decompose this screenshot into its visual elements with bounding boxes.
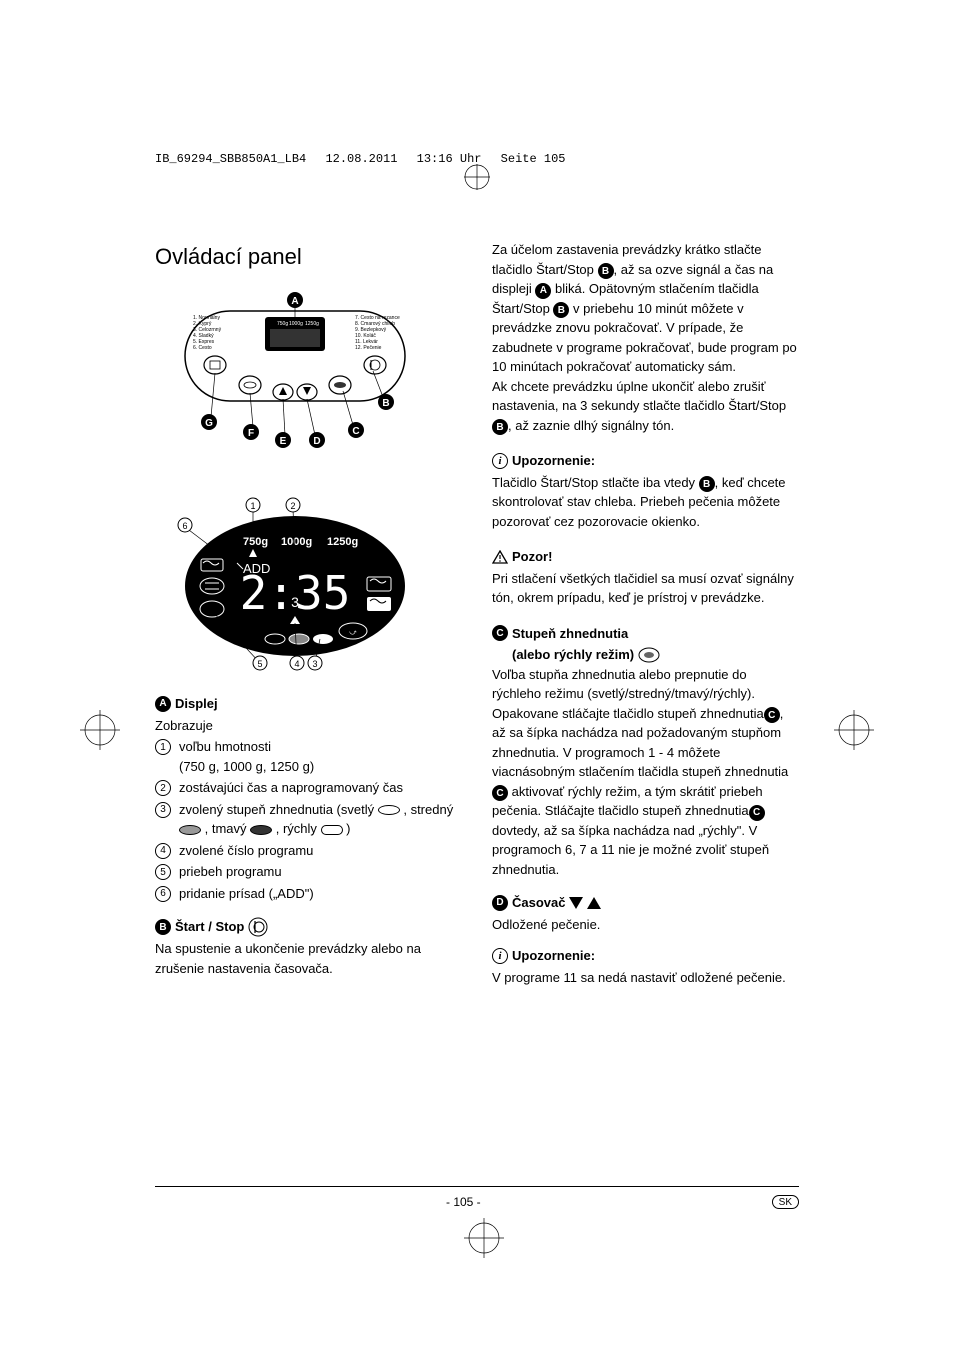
start-stop-icon xyxy=(248,917,268,937)
page-title: Ovládací panel xyxy=(155,240,462,273)
stupen-heading: C Stupeň zhnednutia xyxy=(492,624,799,644)
letter-b-inline-icon: B xyxy=(598,263,614,279)
displej-sub: Zobrazuje xyxy=(155,716,462,736)
num-1-icon: 1 xyxy=(155,739,171,755)
svg-text:750g: 750g xyxy=(243,536,268,548)
letter-c-inline-icon: C xyxy=(492,785,508,801)
svg-text:5: 5 xyxy=(257,659,262,669)
num-6-icon: 6 xyxy=(155,886,171,902)
info-icon: i xyxy=(492,948,508,964)
upoz2-heading: i Upozornenie: xyxy=(492,946,799,966)
page-number: - 105 - xyxy=(446,1193,481,1211)
stupen-sub: (alebo rýchly režim) xyxy=(492,645,799,665)
svg-text:E: E xyxy=(280,436,287,447)
upoz2-body: V programe 11 sa nedá nastaviť odložené … xyxy=(492,968,799,988)
triangle-up-icon xyxy=(587,897,601,909)
letter-a-icon: A xyxy=(155,696,171,712)
svg-text:4: 4 xyxy=(294,659,299,669)
right-p1: Za účelom zastavenia prevádzky krátko st… xyxy=(492,240,799,435)
svg-text:750g: 750g xyxy=(277,321,288,327)
letter-a-inline-icon: A xyxy=(535,283,551,299)
svg-text:2:35: 2:35 xyxy=(240,566,351,620)
browning-button-icon xyxy=(638,647,660,663)
upoz1-body: Tlačidlo Štart/Stop stlačte iba vtedy B,… xyxy=(492,473,799,532)
rapid-oval-icon xyxy=(321,825,343,835)
light-oval-icon xyxy=(378,805,400,815)
svg-text:G: G xyxy=(205,418,213,429)
svg-text:1: 1 xyxy=(250,501,255,511)
svg-text:D: D xyxy=(313,436,320,447)
warning-icon xyxy=(492,550,508,564)
letter-b-inline-icon: B xyxy=(553,302,569,318)
start-heading: B Štart / Stop xyxy=(155,917,462,937)
num-2-icon: 2 xyxy=(155,780,171,796)
svg-text:12. Pečenie: 12. Pečenie xyxy=(355,345,382,351)
letter-b-icon: B xyxy=(155,919,171,935)
svg-text:6: 6 xyxy=(182,521,187,531)
casovac-body: Odložené pečenie. xyxy=(492,915,799,935)
letter-b-inline-icon: B xyxy=(492,419,508,435)
svg-text:C: C xyxy=(352,426,359,437)
svg-text:⤻: ⤻ xyxy=(349,629,357,636)
num-4-icon: 4 xyxy=(155,843,171,859)
casovac-heading: D Časovač xyxy=(492,893,799,913)
svg-text:6. Cesto: 6. Cesto xyxy=(193,345,212,351)
right-column: Za účelom zastavenia prevádzky krátko st… xyxy=(492,240,799,997)
upoz1-heading: i Upozornenie: xyxy=(492,451,799,471)
pozor-body: Pri stlačení všetkých tlačidiel sa musí … xyxy=(492,569,799,608)
displej-heading: A Displej xyxy=(155,694,462,714)
page-footer: - 105 - SK xyxy=(155,1186,799,1211)
pozor-heading: Pozor! xyxy=(492,547,799,567)
control-panel-diagram: 750g 1000g 1250g 1. Normálny 2. Kyprý 3.… xyxy=(155,287,435,473)
svg-text:1000g: 1000g xyxy=(281,536,312,548)
info-icon: i xyxy=(492,453,508,469)
svg-text:3: 3 xyxy=(291,594,299,610)
letter-b-inline-icon: B xyxy=(699,476,715,492)
svg-text:1250g: 1250g xyxy=(327,536,358,548)
medium-oval-icon xyxy=(179,825,201,835)
letter-c-icon: C xyxy=(492,625,508,641)
letter-d-icon: D xyxy=(492,895,508,911)
num-5-icon: 5 xyxy=(155,864,171,880)
dark-oval-icon xyxy=(250,825,272,835)
svg-text:A: A xyxy=(291,296,298,307)
svg-text:B: B xyxy=(382,398,389,409)
stupen-body: Voľba stupňa zhnednutia alebo prepnutie … xyxy=(492,665,799,880)
crop-mark-bottom xyxy=(464,1218,504,1258)
svg-text:1000g: 1000g xyxy=(289,321,303,327)
display-items-list: 1 voľbu hmotnosti(750 g, 1000 g, 1250 g)… xyxy=(155,737,462,903)
svg-text:1250g: 1250g xyxy=(305,321,319,327)
num-3-icon: 3 xyxy=(155,802,171,818)
svg-text:F: F xyxy=(248,428,254,439)
letter-c-inline-icon: C xyxy=(764,707,780,723)
display-diagram: 750g 1000g 1250g ADD 2:35 3 xyxy=(165,491,425,677)
svg-text:3: 3 xyxy=(312,659,317,669)
start-body: Na spustenie a ukončenie prevádzky alebo… xyxy=(155,939,462,978)
language-badge: SK xyxy=(772,1195,799,1209)
triangle-down-icon xyxy=(569,897,583,909)
svg-text:2: 2 xyxy=(290,501,295,511)
letter-c-inline-icon: C xyxy=(749,805,765,821)
left-column: Ovládací panel 750g 1000g 1250g 1. Normá… xyxy=(155,240,462,997)
